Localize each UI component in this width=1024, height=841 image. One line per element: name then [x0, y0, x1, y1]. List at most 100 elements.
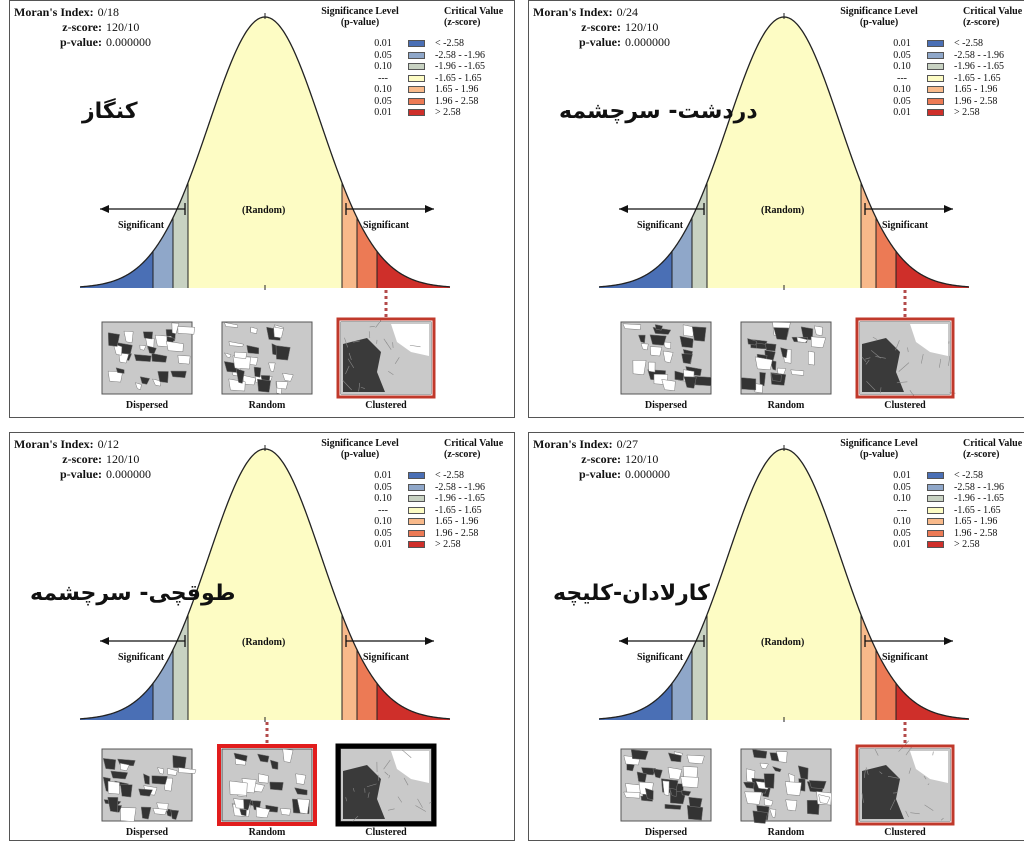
significance-level-header: Significance Level (p-value): [829, 438, 929, 460]
random-map: [221, 321, 313, 395]
legend-zscore: 1.96 - 2.58: [435, 95, 479, 107]
random-label: (Random): [242, 205, 286, 216]
significant-left-label: Significant: [637, 652, 684, 663]
dispersed-map: [101, 321, 195, 395]
sig-head-sub: (p-value): [859, 449, 899, 460]
legend-swatch: [408, 472, 425, 480]
band-pos-258: [377, 683, 450, 720]
random-map-label: Random: [248, 827, 286, 838]
crit-head-title: Critical Value: [444, 438, 504, 449]
legend-pvalue: 0.01: [893, 470, 911, 481]
significant-right-label: Significant: [882, 652, 929, 663]
legend-swatch: [927, 51, 944, 59]
legend-zscore: -2.58 - -1.96: [435, 481, 485, 493]
legend-zscore: -1.65 - 1.65: [435, 72, 482, 84]
clustered-map: [855, 317, 956, 399]
legend-pvalue: 0.05: [374, 95, 392, 107]
dispersed-map: [620, 748, 712, 822]
significant-right-label: Significant: [882, 220, 929, 231]
sig-head-title: Significance Level: [321, 438, 399, 449]
legend-pvalue: ---: [378, 72, 388, 84]
legend-zscore: < -2.58: [954, 38, 983, 49]
significant-right-label: Significant: [363, 220, 410, 231]
sig-head-title: Significance Level: [840, 438, 918, 449]
legend-zscore: < -2.58: [435, 38, 464, 49]
pvalue-label: p-value:: [60, 35, 102, 49]
legend-pvalue: 0.01: [374, 539, 392, 550]
legend-pvalue: ---: [897, 504, 907, 516]
random-map-label: Random: [767, 827, 805, 838]
moran-value: 0/18: [97, 5, 120, 19]
band-random: [188, 17, 342, 288]
legend-swatch: [408, 518, 425, 526]
legend-zscore: 1.65 - 1.96: [954, 516, 998, 527]
right-significant-arrow: [345, 635, 434, 647]
legend-swatch: [927, 63, 944, 71]
legend-row: --- -1.65 - 1.65: [885, 73, 1004, 85]
moran-label: Moran's Index:: [533, 437, 613, 451]
clustered-map: [855, 740, 955, 826]
sig-head-sub: (p-value): [340, 449, 380, 460]
bell-curve-diagram: [79, 13, 451, 399]
crit-head-sub: (z-score): [963, 449, 1000, 460]
legend-row: 0.01 > 2.58: [885, 539, 1004, 551]
band-neg-196: [153, 649, 173, 720]
dispersed-map-label: Dispersed: [125, 827, 169, 838]
legend-row: 0.01 < -2.58: [885, 470, 1004, 482]
legend-row: 0.10 1.65 - 1.96: [366, 84, 485, 96]
legend-pvalue: 0.05: [893, 49, 911, 61]
legend-row: --- -1.65 - 1.65: [885, 505, 1004, 517]
legend-row: 0.05 1.96 - 2.58: [366, 528, 485, 540]
band-neg-165: [692, 182, 707, 288]
band-neg-165: [173, 182, 188, 288]
significance-level-header: Significance Level (p-value): [310, 438, 410, 460]
random-map: [740, 748, 832, 824]
band-pos-165: [342, 182, 357, 288]
critical-value-header: Critical Value (z-score): [963, 6, 1024, 28]
legend-row: 0.05 -2.58 - -1.96: [366, 482, 485, 494]
band-random: [188, 449, 342, 720]
zscore-value: 120/10: [625, 20, 659, 34]
critical-value-header: Critical Value (z-score): [444, 438, 514, 460]
legend-zscore: 1.96 - 2.58: [954, 527, 998, 539]
legend-swatch: [927, 518, 944, 526]
stats-block: Moran's Index: 0/18 z-score: 120/10 p-value:…: [14, 5, 151, 50]
band-pos-258: [896, 683, 969, 720]
significance-level-header: Significance Level (p-value): [829, 6, 929, 28]
dispersed-map-label: Dispersed: [125, 400, 169, 411]
legend-row: 0.10 -1.96 - -1.65: [885, 61, 1004, 73]
legend-zscore: 1.65 - 1.96: [954, 84, 998, 95]
random-map: [740, 321, 832, 395]
legend-swatch: [408, 506, 425, 514]
legend-swatch: [927, 40, 944, 48]
moran-value: 0/24: [616, 5, 639, 19]
legend-pvalue: 0.10: [893, 516, 911, 527]
significance-level-header: Significance Level (p-value): [310, 6, 410, 28]
legend-row: 0.01 > 2.58: [366, 539, 485, 551]
legend-pvalue: 0.01: [374, 38, 392, 49]
band-pos-165: [861, 182, 876, 288]
legend-pvalue: 0.05: [374, 527, 392, 539]
random-label: (Random): [242, 637, 286, 648]
critical-value-header: Critical Value (z-score): [444, 6, 514, 28]
random-map: [217, 744, 317, 826]
legend-row: 0.10 1.65 - 1.96: [885, 516, 1004, 528]
pvalue-label: p-value:: [579, 467, 621, 481]
significant-left-label: Significant: [118, 652, 165, 663]
significant-left-label: Significant: [118, 220, 165, 231]
legend-swatch: [927, 97, 944, 105]
legend-row: 0.01 < -2.58: [366, 470, 485, 482]
bell-curve-diagram: [79, 445, 451, 827]
band-neg-258: [80, 251, 153, 288]
legend-zscore: 1.65 - 1.96: [435, 84, 479, 95]
band-neg-258: [80, 683, 153, 720]
legend-pvalue: 0.10: [374, 493, 392, 504]
legend-row: 0.05 1.96 - 2.58: [885, 96, 1004, 108]
pvalue-value: 0.000000: [106, 467, 151, 481]
moran-panel-2: Moran's Index: 0/24 z-score: 120/10 p-value:…: [528, 0, 1024, 418]
clustered-map-label: Clustered: [884, 827, 926, 838]
pvalue-value: 0.000000: [625, 35, 670, 49]
legend-pvalue: 0.05: [893, 481, 911, 493]
clustered-map-label: Clustered: [884, 400, 926, 411]
moran-panel-3: Moran's Index: 0/12 z-score: 120/10 p-value:…: [9, 432, 515, 841]
